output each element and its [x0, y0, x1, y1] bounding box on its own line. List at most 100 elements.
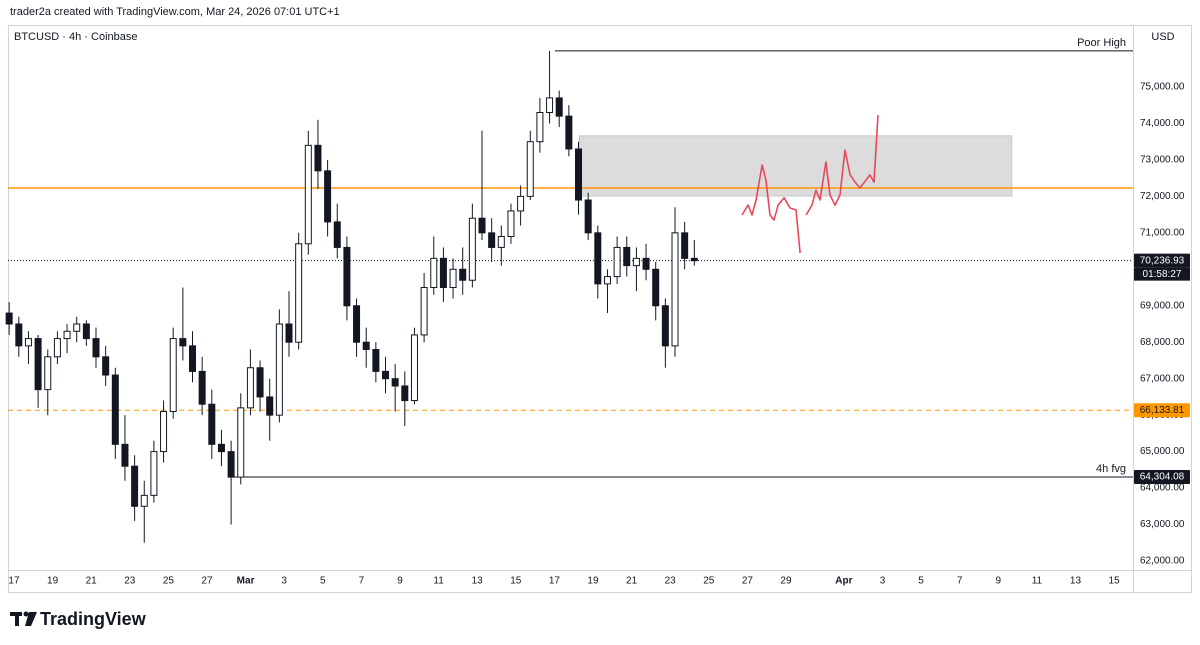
x-tick-label: 21: [626, 576, 638, 587]
x-tick-label: 13: [472, 576, 484, 587]
x-tick-label: 5: [918, 576, 924, 587]
candle-body: [410, 334, 418, 402]
candle-body: [565, 115, 573, 150]
candle-body: [131, 465, 139, 507]
candle-body: [24, 338, 32, 347]
candle-body: [121, 443, 129, 467]
candle-body: [594, 232, 602, 285]
x-tick-label: 11: [433, 576, 444, 587]
price-label-box: [1134, 253, 1190, 268]
candle-body: [15, 323, 23, 347]
x-tick-label: 3: [281, 576, 287, 587]
candle-body: [198, 370, 206, 405]
candle-body: [584, 199, 592, 234]
candle-body: [449, 268, 457, 289]
candle-body: [546, 97, 554, 114]
x-tick-label: 23: [665, 576, 677, 587]
candle-body: [362, 341, 370, 351]
x-tick-label: 11: [1032, 576, 1043, 587]
candle-body: [642, 257, 650, 270]
candle-body: [488, 232, 496, 248]
x-tick-label: 27: [742, 576, 754, 587]
x-tick-label: 21: [86, 576, 98, 587]
y-tick-label: 71,000.00: [1140, 227, 1185, 238]
price-label-box: [1134, 469, 1190, 484]
y-tick-label: 73,000.00: [1140, 155, 1185, 166]
candle-body: [111, 374, 119, 445]
plot-area: 4h fvg Poor High: [5, 37, 1133, 543]
candle-body: [82, 323, 90, 340]
x-tick-label: 5: [320, 576, 326, 587]
header-text: trader2a created with TradingView.com, M…: [10, 6, 340, 18]
zone: [578, 135, 1013, 197]
x-tick-label: 7: [957, 576, 963, 587]
y-tick-label: 67,000.00: [1140, 373, 1185, 384]
x-tick-label: 25: [163, 576, 175, 587]
axes: 62,000.0063,000.0064,000.0065,000.0066,0…: [8, 82, 1190, 587]
x-tick-label: 19: [587, 576, 599, 587]
countdown-box: [1134, 267, 1190, 281]
y-tick-label: 75,000.00: [1140, 82, 1185, 93]
candle-body: [266, 396, 274, 416]
candle-body: [468, 217, 476, 281]
candle-body: [179, 338, 187, 347]
candle-body: [150, 451, 158, 496]
candle-body: [227, 451, 235, 478]
projection-line: [741, 164, 801, 253]
candle-body: [459, 268, 467, 281]
candle-body: [63, 330, 71, 340]
candle-body: [324, 170, 332, 223]
candle-body: [517, 195, 525, 212]
candle-body: [256, 367, 264, 398]
candle-body: [401, 385, 409, 402]
logo-slash: [25, 612, 37, 626]
candle-body: [343, 246, 351, 307]
candle-body: [34, 338, 42, 391]
candle-body: [613, 246, 621, 278]
candle-body: [246, 367, 254, 409]
candle-body: [681, 232, 689, 259]
candle-body: [304, 144, 312, 245]
y-tick-label: 65,000.00: [1140, 446, 1185, 457]
level-text: 4h fvg: [1096, 463, 1126, 475]
x-tick-label: Mar: [237, 576, 255, 587]
x-tick-label: 17: [8, 576, 20, 587]
x-tick-label: 27: [201, 576, 213, 587]
y-tick-label: 68,000.00: [1140, 337, 1185, 348]
candle-body: [536, 112, 544, 143]
candle-body: [690, 257, 698, 262]
x-tick-label: 9: [397, 576, 403, 587]
x-tick-label: Apr: [835, 576, 852, 587]
candle-body: [217, 443, 225, 453]
logo-stem: [15, 612, 19, 626]
currency-label: USD: [1151, 31, 1174, 43]
candle-body: [391, 378, 399, 387]
candle-body: [603, 276, 611, 285]
x-tick-label: 15: [1109, 576, 1121, 587]
x-tick-label: 9: [996, 576, 1002, 587]
candle-body: [623, 246, 631, 267]
candle-body: [102, 356, 110, 376]
x-tick-label: 25: [703, 576, 715, 587]
candle-body: [285, 323, 293, 343]
candle-body: [314, 144, 322, 172]
candle-body: [661, 305, 669, 347]
candle-body: [160, 410, 168, 453]
x-tick-label: 13: [1070, 576, 1082, 587]
x-tick-label: 15: [510, 576, 522, 587]
level-text: Poor High: [1077, 37, 1126, 49]
candle-body: [555, 97, 563, 117]
price-label: 64,304.08: [1140, 472, 1185, 483]
candle-body: [497, 235, 505, 248]
chart-frame: [8, 25, 1192, 593]
candle-body: [140, 494, 148, 507]
x-tick-label: 29: [780, 576, 792, 587]
logo-dot: [23, 611, 29, 617]
x-tick-label: 23: [124, 576, 136, 587]
candle-body: [237, 407, 245, 478]
candle-body: [526, 141, 534, 197]
candle-body: [73, 323, 81, 332]
candle-body: [671, 232, 679, 347]
